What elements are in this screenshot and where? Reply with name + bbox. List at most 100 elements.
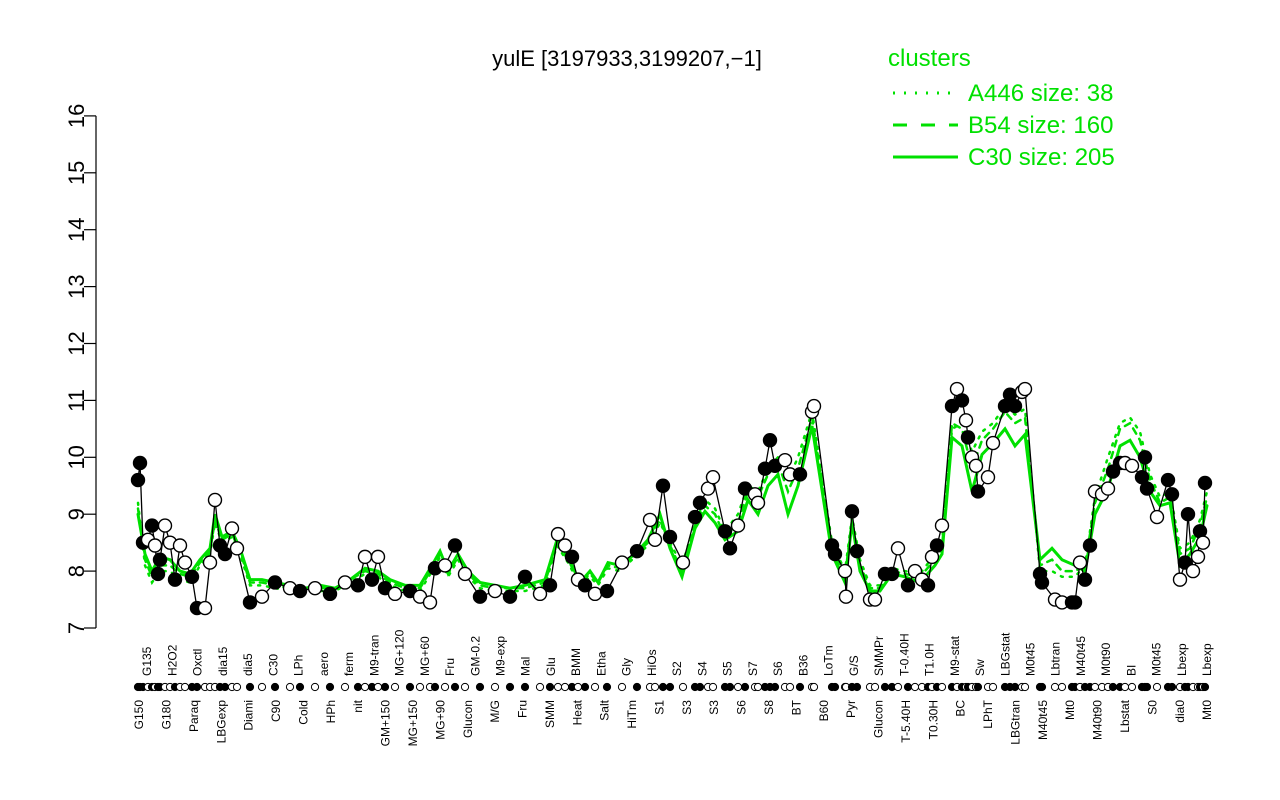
x-axis-labels: G135 H2O2 Oxctl dia15 dia5 C30 LPh aero ferm M9-t…: [132, 629, 1214, 746]
data-point: [762, 433, 778, 448]
rug-mark: [753, 682, 763, 692]
rug-mark: [1090, 682, 1100, 692]
condition-rug: [133, 682, 1210, 692]
data-point: [150, 566, 166, 582]
x-label-upper: LBGstat: [998, 632, 1012, 676]
x-label-lower: T0.30H: [926, 700, 940, 739]
rug-mark: [415, 682, 425, 692]
data-point: [132, 455, 148, 471]
x-label-upper: dia15: [216, 646, 230, 676]
data-point: [920, 578, 936, 593]
data-point: [1180, 507, 1196, 522]
rug-mark: [893, 682, 903, 692]
data-point: [837, 563, 853, 579]
x-label-upper: Lbtran: [1049, 642, 1063, 676]
data-point: [532, 586, 548, 602]
rug-mark: [475, 682, 485, 692]
rug-mark: [325, 682, 335, 692]
legend: clusters A446 size: 38 B54 size: 160 C30…: [888, 45, 1115, 171]
x-label-upper: M0t90: [1099, 642, 1113, 676]
x-label-lower: M40t90: [1091, 700, 1105, 740]
data-point: [985, 435, 1001, 451]
rug-mark: [192, 682, 202, 692]
rug-mark: [310, 682, 320, 692]
data-point: [934, 518, 950, 533]
x-label-upper: C30: [266, 654, 280, 676]
data-point: [717, 524, 733, 539]
data-point: [217, 546, 233, 562]
x-label-upper: T1.0H: [923, 643, 937, 676]
rug-mark: [353, 682, 363, 692]
x-label-upper: BMM: [569, 648, 583, 676]
data-point: [157, 518, 173, 533]
data-point: [1197, 475, 1213, 491]
rug-mark: [1200, 682, 1210, 692]
rug-mark: [590, 682, 600, 692]
data-point: [542, 578, 558, 593]
rug-mark: [257, 682, 267, 692]
rug-mark: [285, 682, 295, 692]
data-point: [1164, 487, 1180, 502]
rug-mark: [785, 682, 795, 692]
x-label-upper: T-0.40H: [897, 633, 911, 676]
data-point: [357, 549, 373, 565]
rug-mark: [973, 682, 983, 692]
x-label-upper: Lbexp: [1200, 643, 1214, 676]
y-tick-label: 11: [64, 389, 89, 412]
x-label-upper: Fru: [443, 658, 457, 676]
x-label-upper: Etha: [594, 651, 608, 676]
data-point: [900, 578, 916, 593]
x-label-lower: B60: [817, 700, 831, 722]
x-label-upper: LoTm: [822, 645, 836, 676]
data-point: [1072, 555, 1088, 570]
cluster-line-a446: [136, 404, 1209, 593]
x-label-lower: Glucon: [872, 700, 886, 738]
x-label-upper: ferm: [342, 652, 356, 676]
data-point: [167, 572, 183, 587]
x-label-lower: BC: [954, 700, 968, 717]
x-label-lower: Pyr: [844, 700, 858, 718]
x-label-upper: Gly: [620, 658, 634, 676]
rug-mark: [937, 682, 947, 692]
data-point: [970, 484, 986, 499]
rug-mark: [1108, 682, 1118, 692]
x-label-lower: Mt0: [1200, 700, 1214, 720]
rug-mark: [1020, 682, 1030, 692]
x-label-lower: S1: [652, 700, 666, 715]
legend-entry-a446: A446 size: 38: [968, 80, 1113, 107]
data-point: [387, 586, 403, 602]
x-label-lower: Lbstat: [1118, 699, 1132, 732]
x-label-lower: LPhT: [981, 699, 995, 728]
data-point: [172, 538, 188, 553]
data-point: [322, 586, 338, 602]
rug-mark: [809, 682, 819, 692]
data-point: [307, 580, 323, 596]
x-label-lower: dia0: [1173, 700, 1187, 723]
y-tick-label: 14: [64, 217, 89, 241]
data-point: [364, 572, 380, 587]
x-label-upper: Oxctl: [191, 649, 205, 676]
rug-mark: [695, 682, 705, 692]
rug-mark: [658, 682, 668, 692]
rug-mark: [430, 682, 440, 692]
rug-mark: [380, 682, 390, 692]
data-point: [447, 538, 463, 553]
x-label-upper: S7: [746, 661, 760, 676]
data-point: [350, 578, 366, 593]
x-label-upper: MG+60: [418, 636, 432, 676]
x-label-upper: BI: [1124, 665, 1138, 676]
x-label-upper: SMMPr: [872, 636, 886, 676]
rug-mark: [520, 682, 530, 692]
chart-title: yulE [3197933,3199207,−1]: [492, 46, 762, 71]
x-label-upper: M9-exp: [494, 636, 508, 676]
rug-mark: [852, 682, 862, 692]
rug-mark: [795, 682, 805, 692]
data-point: [1007, 398, 1023, 414]
data-point: [1195, 535, 1211, 550]
data-point: [599, 583, 615, 599]
x-label-lower: G150: [132, 700, 146, 730]
rug-mark: [232, 682, 242, 692]
cluster-lines: [136, 404, 1209, 593]
data-point: [662, 529, 678, 545]
rug-mark: [1142, 682, 1152, 692]
